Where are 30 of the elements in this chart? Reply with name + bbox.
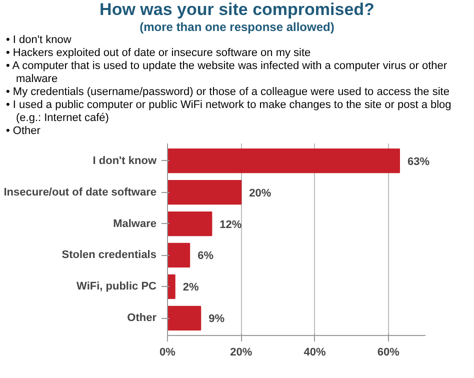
y-tick-label: Other xyxy=(127,312,158,324)
text: • I don't know xyxy=(6,34,72,47)
bar xyxy=(168,274,176,300)
text: • My credentials (username/password) or those of a colleague were used to access the site xyxy=(6,86,450,99)
x-tick-label: 0% xyxy=(160,346,176,359)
text: • I used a public computer or public WiFi network to make changes to the site or post a blog (e.g.: Internet café) xyxy=(6,99,452,125)
data-label: 12% xyxy=(220,218,242,231)
x-tick-label: 60% xyxy=(377,346,400,359)
data-label: 6% xyxy=(198,250,214,262)
bar xyxy=(168,212,212,236)
bar xyxy=(168,180,242,205)
y-tick-label: Malware xyxy=(113,218,157,230)
y-tick-label: Stolen credentials xyxy=(62,249,157,262)
bar xyxy=(168,306,202,331)
data-label: 20% xyxy=(249,187,272,200)
x-tick-label: 20% xyxy=(230,346,252,359)
data-label: 2% xyxy=(182,282,199,294)
text: • Other xyxy=(6,125,42,138)
data-label: 9% xyxy=(208,313,225,326)
chart-title: How was your site compromised? xyxy=(98,0,376,20)
y-tick-label: Insecure/out of date software xyxy=(4,186,157,198)
bar xyxy=(168,243,190,268)
data-label: 63% xyxy=(407,156,430,168)
x-tick-label: 40% xyxy=(304,346,326,359)
text: • A computer that is used to update the website was infected with a computer virus or other malware xyxy=(6,60,448,86)
y-tick-label: I don't know xyxy=(92,154,157,167)
chart-subtitle: (more than one response allowed) xyxy=(138,20,336,34)
y-tick-label: WiFi, public PC xyxy=(76,280,157,293)
text: • Hackers exploited out of date or insecure software on my site xyxy=(6,47,312,60)
bar xyxy=(168,148,400,174)
